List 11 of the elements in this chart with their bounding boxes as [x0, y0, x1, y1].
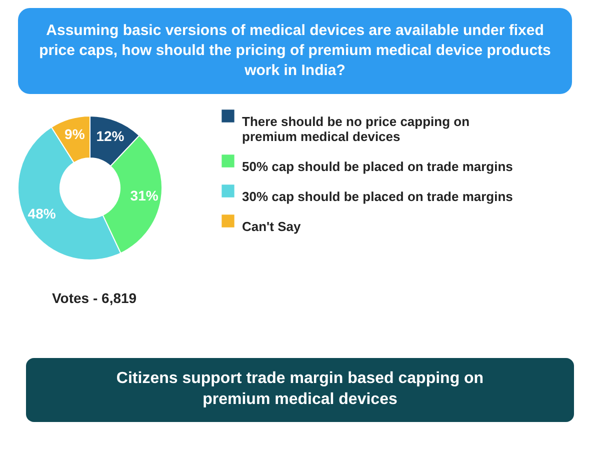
data-label: 31% [130, 188, 159, 204]
text: Votes - 6,819 [52, 290, 137, 306]
legend-label: There should be no price capping on premium medical devices [242, 114, 470, 144]
legend-label: 30% cap should be placed on trade margins [242, 189, 513, 204]
legend-label: 50% cap should be placed on trade margins [242, 159, 513, 174]
data-label: 48% [28, 205, 56, 222]
legend-label: Can't Say [242, 219, 302, 234]
text: Citizens support trade margin based capping on premium medical devices [26, 358, 574, 422]
data-label: 9% [64, 126, 86, 142]
data-label: 12% [96, 128, 125, 144]
chart-title: Assuming basic versions of medical devices are available under fixed price caps, how should the pricing of premium medical device products work in India? [18, 8, 572, 94]
